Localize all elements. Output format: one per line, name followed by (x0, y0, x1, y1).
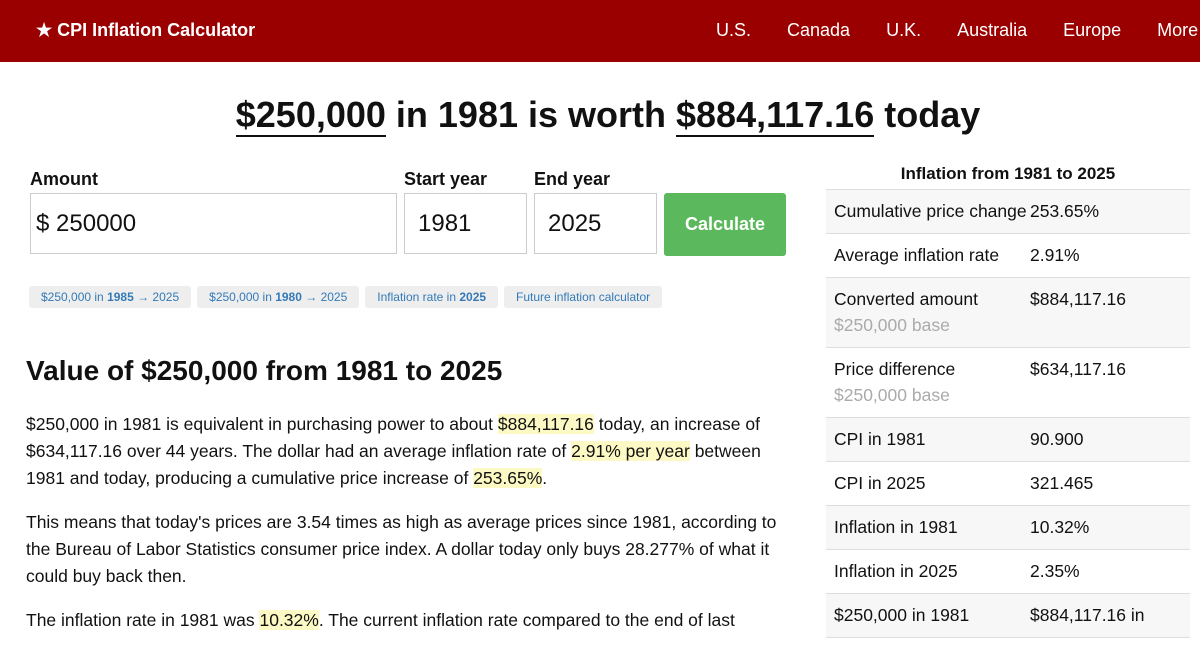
nav-link[interactable]: Australia (957, 20, 1028, 40)
label: Price difference (834, 359, 956, 379)
text: today, an increase of $634,117.16 over 4… (26, 414, 760, 461)
row-label: Inflation in 1981 (834, 514, 1030, 540)
headline: $250,000 in 1981 is worth $884,117.16 to… (0, 94, 1200, 137)
paragraph: $250,000 in 1981 is equivalent in purcha… (26, 411, 788, 492)
end-label: End year (534, 169, 611, 189)
row-label: Converted amount $250,000 base (834, 286, 1030, 338)
row-value: $884,117.16 in (1030, 605, 1145, 625)
text: $250,000 in (41, 290, 108, 304)
text: between 1981 and today, producing a cumu… (26, 441, 761, 488)
logo[interactable]: ★ CPI Inflation Calculator (36, 20, 256, 40)
text: → 2025 (133, 290, 180, 304)
table-row: Inflation in 1981 10.32% (826, 506, 1190, 550)
row-label: $250,000 in 1981 (834, 602, 1030, 628)
row-label: CPI in 1981 (834, 426, 1030, 452)
row-label: Average inflation rate (834, 242, 1030, 268)
underlined: $884,117.16 (676, 94, 875, 137)
table-row: Inflation in 2025 2.35% (826, 550, 1190, 594)
amount-label: Amount (30, 169, 98, 189)
label-sub: $250,000 base (834, 315, 950, 335)
row-value: 2.91% (1030, 245, 1080, 265)
row-label: CPI in 2025 (834, 470, 1030, 496)
end-input[interactable]: 2025 (534, 193, 657, 254)
row-value: 321.465 (1030, 473, 1094, 493)
label: Cumulative price change (834, 201, 1027, 221)
table-rows: Cumulative price change 253.65% Average in… (826, 190, 1190, 638)
table-row: Price difference $250,000 base $634,117.16 (826, 348, 1190, 418)
table-row: Converted amount $250,000 base $884,117.16 (826, 278, 1190, 348)
stats-table: Inflation from 1981 to 2025 Cumulative p… (826, 164, 1190, 638)
label: Average inflation rate (834, 245, 1000, 265)
label: $250,000 in 1981 (834, 605, 970, 625)
section-title: Value of $250,000 from 1981 to 2025 (26, 355, 503, 386)
table-row: Cumulative price change 253.65% (826, 190, 1190, 234)
row-value: 90.900 (1030, 429, 1084, 449)
highlight: $884,117.16 (497, 414, 594, 434)
row-value: 10.32% (1030, 517, 1090, 537)
quick-link[interactable]: Inflation rate in 2025 (365, 286, 499, 308)
start-label: Start year (404, 169, 488, 189)
quick-link[interactable]: $250,000 in 1985 → 2025 (29, 286, 192, 308)
nav-link[interactable]: U.S. (716, 20, 752, 40)
text: → 2025 (301, 290, 348, 304)
table-row: Average inflation rate 2.91% (826, 234, 1190, 278)
table-row: CPI in 2025 321.465 (826, 462, 1190, 506)
text: Future inflation calculator (516, 290, 651, 304)
label: CPI in 1981 (834, 429, 926, 449)
bold-text: 1980 (275, 290, 302, 304)
nav: U.S. Canada U.K. Australia Europe More (716, 20, 1200, 41)
paragraphs: $250,000 in 1981 is equivalent in purcha… (26, 411, 788, 651)
text: today (874, 94, 981, 135)
quick-link[interactable]: $250,000 in 1980 → 2025 (197, 286, 360, 308)
row-value: $884,117.16 (1030, 289, 1127, 309)
bold-text: 1985 (107, 290, 134, 304)
text: in 1981 is worth (385, 94, 676, 135)
table-row: $250,000 in 1981 $884,117.16 in (826, 594, 1190, 638)
quick-link[interactable]: Future inflation calculator (504, 286, 663, 308)
text: $250,000 in (209, 290, 276, 304)
paragraph: The inflation rate in 1981 was 10.32%. T… (26, 607, 788, 634)
amount-value: 250000 (56, 210, 137, 237)
label: CPI in 2025 (834, 473, 926, 493)
row-value: 253.65% (1030, 201, 1100, 221)
row-label: Inflation in 2025 (834, 558, 1030, 584)
text: . (542, 468, 548, 488)
start-input[interactable]: 1981 (404, 193, 527, 254)
highlight: 253.65% (473, 468, 543, 488)
label: Converted amount (834, 289, 978, 309)
row-label: Cumulative price change (834, 198, 1030, 224)
header: ★ CPI Inflation Calculator U.S. Canada U.K… (0, 0, 1200, 62)
quick-links: $250,000 in 1985 → 2025 $250,000 in 1980 … (29, 286, 663, 308)
highlight: 10.32% (259, 610, 319, 630)
table-title: Inflation from 1981 to 2025 (826, 164, 1190, 190)
nav-link[interactable]: U.K. (886, 20, 922, 40)
row-label: Price difference $250,000 base (834, 356, 1030, 408)
text: Inflation rate in (377, 290, 460, 304)
label-sub: $250,000 base (834, 385, 950, 405)
row-value: 2.35% (1030, 561, 1080, 581)
currency: $ (36, 210, 50, 237)
label: Inflation in 1981 (834, 517, 958, 537)
amount-input[interactable]: $ 250000 (30, 193, 397, 254)
nav-link[interactable]: More (1157, 20, 1199, 40)
underlined: $250,000 (235, 94, 386, 137)
label: Inflation in 2025 (834, 561, 958, 581)
row-value: $634,117.16 (1030, 359, 1127, 379)
text: $250,000 in 1981 is equivalent in purcha… (26, 414, 498, 434)
bold-text: 2025 (459, 290, 487, 304)
text: This means that today's prices are 3.54 … (26, 512, 777, 586)
table-row: CPI in 1981 90.900 (826, 418, 1190, 462)
paragraph: This means that today's prices are 3.54 … (26, 509, 788, 590)
nav-link[interactable]: Europe (1063, 20, 1122, 40)
text: The inflation rate in 1981 was (26, 610, 260, 630)
calculate-button[interactable]: Calculate (664, 193, 786, 256)
nav-link[interactable]: Canada (787, 20, 851, 40)
text: . The current inflation rate compared to… (318, 610, 735, 630)
highlight: 2.91% per year (571, 441, 690, 461)
